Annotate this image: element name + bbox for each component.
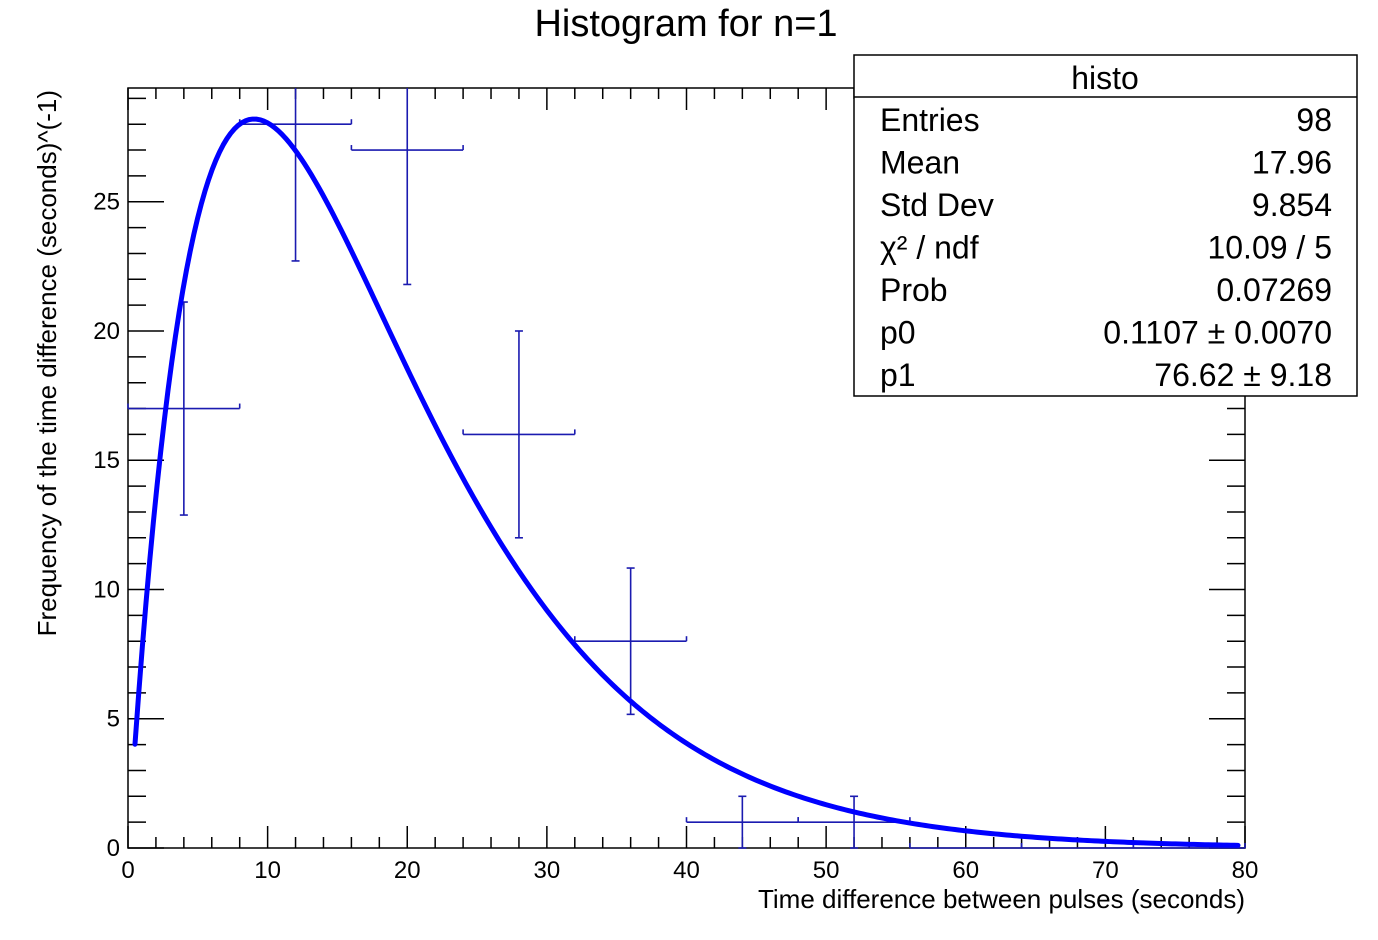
y-tick-label: 15 (93, 447, 120, 474)
x-tick-label: 30 (534, 857, 561, 884)
histogram-bins (127, 88, 1246, 849)
stats-row-value: 76.62 ± 9.18 (1154, 357, 1332, 393)
stats-rows: Entries 98 Mean 17.96 Std Dev 9.854 χ² / ndf 10… (880, 102, 1332, 393)
stats-box-title: histo (1071, 60, 1139, 96)
x-tick-label: 60 (952, 857, 979, 884)
stats-row-value: 9.854 (1252, 187, 1332, 223)
y-tick-label: 0 (107, 835, 120, 862)
stats-box-frame (853, 54, 1358, 397)
y-tick-labels: 0 5 10 15 20 25 (93, 189, 120, 862)
stats-row-label: Std Dev (880, 187, 994, 223)
chart-title: Histogram for n=1 (534, 3, 837, 45)
x-tick-label: 70 (1092, 857, 1119, 884)
y-tick-label: 5 (107, 706, 120, 733)
stats-row-value: 17.96 (1252, 145, 1332, 181)
stats-row-label: p1 (880, 357, 916, 393)
y-axis-title: Frequency of the time difference (second… (32, 90, 62, 636)
stats-row-label: Prob (880, 272, 948, 308)
stats-row-label: χ² / ndf (880, 230, 979, 266)
stats-row-value: 0.1107 ± 0.0070 (1103, 315, 1332, 351)
stats-row-label: p0 (880, 315, 916, 351)
y-tick-label: 20 (93, 318, 120, 345)
fit-curve (132, 116, 1241, 848)
stats-box: histo Entries 98 Mean 17.96 Std Dev 9.854 χ² /… (853, 54, 1358, 397)
stats-row-value: 98 (1296, 102, 1332, 138)
x-tick-label: 40 (673, 857, 700, 884)
x-tick-label: 0 (121, 857, 134, 884)
y-tick-label: 25 (93, 189, 120, 216)
x-tick-label: 20 (394, 857, 421, 884)
stats-row-value: 0.07269 (1216, 272, 1332, 308)
y-tick-label: 10 (93, 576, 120, 603)
x-tick-label: 10 (254, 857, 281, 884)
stats-row-label: Entries (880, 102, 980, 138)
x-tick-labels: 0 10 20 30 40 50 60 70 80 (121, 857, 1258, 884)
x-tick-label: 50 (813, 857, 840, 884)
stats-row-value: 10.09 / 5 (1207, 230, 1332, 266)
x-tick-label: 80 (1232, 857, 1259, 884)
x-axis-title: Time difference between pulses (seconds) (758, 884, 1245, 914)
stats-row-label: Mean (880, 145, 960, 181)
